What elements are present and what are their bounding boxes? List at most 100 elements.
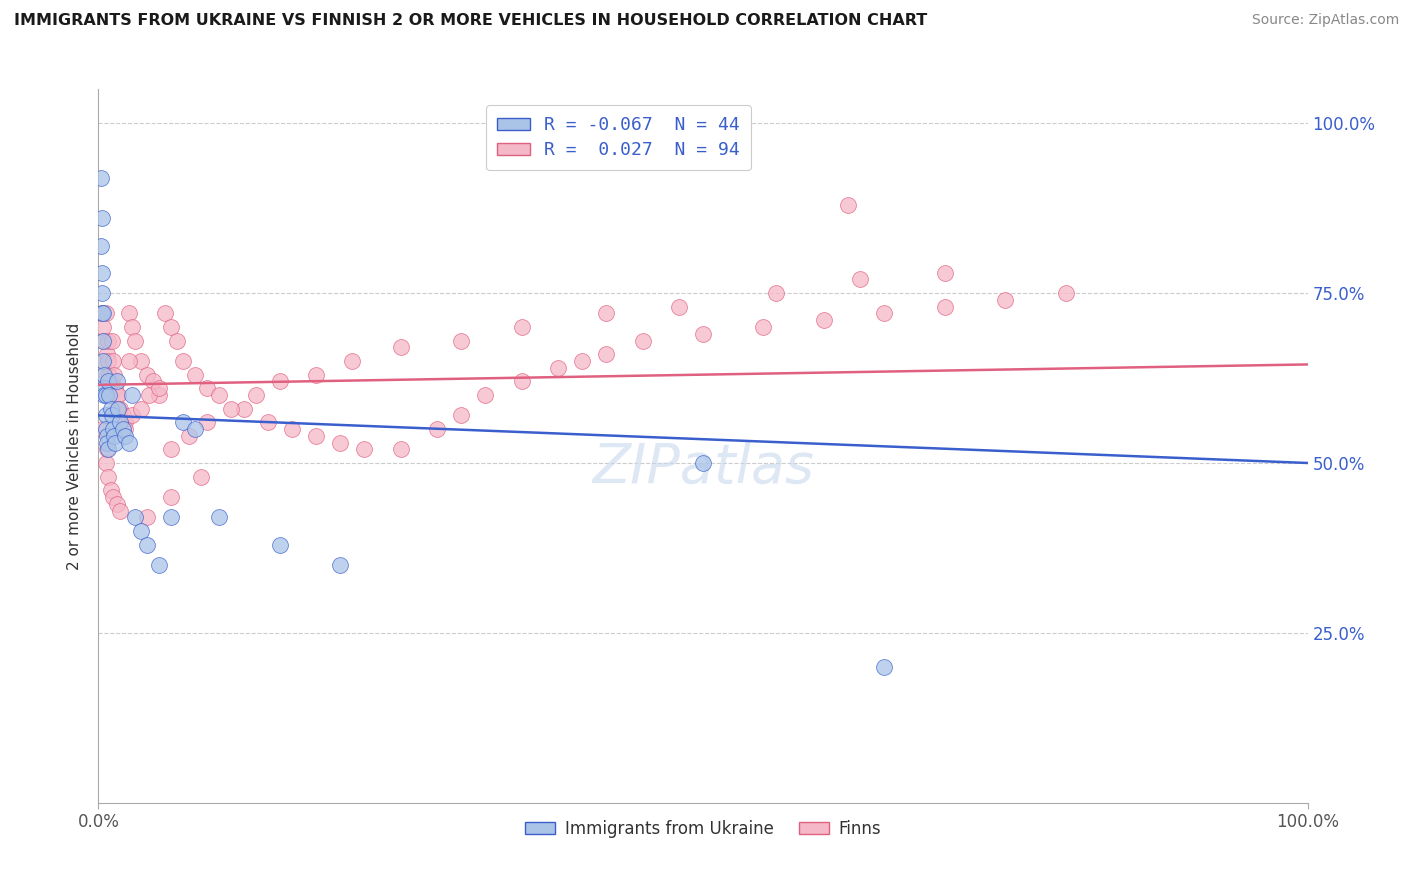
Point [114,429,136,443]
Point [129,354,152,368]
Point [108,415,131,429]
Point [105,375,128,389]
Text: Source: ZipAtlas.com: Source: ZipAtlas.com [1251,13,1399,28]
Point [172,354,194,368]
Point [208,510,231,524]
Point [389,442,412,457]
Point [108,401,131,416]
Point [595,306,617,320]
Point [103,429,125,443]
Point [104,381,127,395]
Point [94,422,117,436]
Text: ZIPatlas: ZIPatlas [592,441,814,494]
Point [510,320,533,334]
Point [934,266,956,280]
Point [94,409,117,423]
Point [124,334,146,348]
Point [305,368,328,382]
Point [108,503,131,517]
Point [692,326,714,341]
Point [101,354,124,368]
Point [765,286,787,301]
Point [166,334,188,348]
Point [873,306,896,320]
Point [135,368,157,382]
Point [94,388,117,402]
Point [90,238,112,252]
Point [160,490,183,504]
Point [138,388,160,402]
Point [142,375,165,389]
Point [195,381,218,395]
Point [208,388,231,402]
Point [91,306,114,320]
Point [93,368,115,382]
Point [98,368,121,382]
Point [121,320,143,334]
Point [129,524,152,538]
Point [547,360,569,375]
Point [96,429,118,443]
Point [148,558,170,572]
Point [873,660,896,674]
Point [111,422,134,436]
Point [94,306,117,320]
Point [90,170,112,185]
Point [118,435,141,450]
Point [994,293,1017,307]
Point [281,422,304,436]
Point [129,401,152,416]
Point [121,388,143,402]
Point [100,409,122,423]
Point [160,442,183,457]
Point [97,334,120,348]
Point [135,537,157,551]
Point [91,266,114,280]
Point [510,375,533,389]
Point [184,368,207,382]
Point [184,422,207,436]
Y-axis label: 2 or more Vehicles in Household: 2 or more Vehicles in Household [67,322,83,570]
Point [148,381,170,395]
Point [450,409,472,423]
Point [91,286,114,301]
Point [256,415,278,429]
Point [160,510,183,524]
Point [114,415,136,429]
Point [389,341,412,355]
Point [105,497,128,511]
Point [96,435,118,450]
Point [93,388,115,402]
Point [135,510,157,524]
Point [96,368,118,382]
Legend: Immigrants from Ukraine, Finns: Immigrants from Ukraine, Finns [517,814,889,845]
Point [121,409,143,423]
Point [114,422,136,436]
Point [752,320,775,334]
Point [849,272,872,286]
Point [91,422,114,436]
Point [269,375,291,389]
Point [93,354,115,368]
Point [97,442,120,457]
Point [96,347,118,361]
Point [668,300,690,314]
Point [934,300,956,314]
Point [245,388,267,402]
Point [837,198,859,212]
Point [148,388,170,402]
Text: IMMIGRANTS FROM UKRAINE VS FINNISH 2 OR MORE VEHICLES IN HOUSEHOLD CORRELATION C: IMMIGRANTS FROM UKRAINE VS FINNISH 2 OR … [14,13,928,29]
Point [100,401,122,416]
Point [107,388,129,402]
Point [195,415,218,429]
Point [813,313,835,327]
Point [100,375,122,389]
Point [631,334,654,348]
Point [450,334,472,348]
Point [100,388,122,402]
Point [190,469,212,483]
Point [91,306,114,320]
Point [329,558,352,572]
Point [221,401,243,416]
Point [305,429,328,443]
